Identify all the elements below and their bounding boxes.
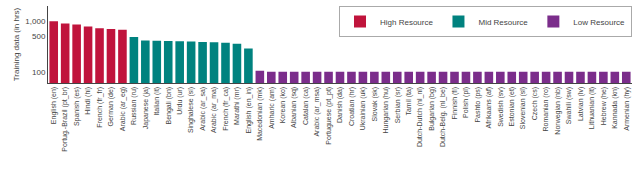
svg-text:German (de): German (de) [107,87,115,127]
svg-text:Low Resource: Low Resource [573,18,625,27]
svg-text:Dutch-Belg. (nl_be): Dutch-Belg. (nl_be) [439,87,447,147]
svg-text:Hebrew (he): Hebrew (he) [600,87,608,126]
svg-text:Arabic (ar_sa): Arabic (ar_sa) [199,87,207,131]
svg-text:Portug.-Brazil (pt_br): Portug.-Brazil (pt_br) [61,87,69,152]
svg-text:Marathi (mr): Marathi (mr) [233,87,241,125]
svg-text:Lithuanian (lt): Lithuanian (lt) [588,87,596,129]
svg-text:Kannada (kn): Kannada (kn) [611,87,619,129]
svg-text:Hungarian (hu): Hungarian (hu) [382,87,390,134]
svg-text:High Resource: High Resource [380,18,433,27]
svg-text:Polish (pl): Polish (pl) [462,87,470,118]
svg-text:French (fr_ca): French (fr_ca) [222,87,230,131]
svg-text:Latvian (lv): Latvian (lv) [577,87,585,121]
svg-text:Dutch-Dutch (nl_nl): Dutch-Dutch (nl_nl) [416,87,424,147]
svg-text:Swahili (sw): Swahili (sw) [565,87,573,124]
svg-text:1,000: 1,000 [25,17,46,26]
svg-text:English (en_in): English (en_in) [245,87,253,134]
svg-text:Danish (da): Danish (da) [336,87,344,123]
svg-text:Bulgarian (bg): Bulgarian (bg) [428,87,436,131]
svg-text:Japanese (ja): Japanese (ja) [142,87,150,129]
svg-text:Bengali (bn): Bengali (bn) [165,87,173,125]
svg-text:Arabic (ar_ma): Arabic (ar_ma) [210,87,218,133]
svg-text:Finnish (fi): Finnish (fi) [451,87,459,120]
svg-text:Tamil (ta): Tamil (ta) [405,87,413,116]
svg-text:Norwegian (nb): Norwegian (nb) [554,87,562,135]
svg-text:Arabic (ar_msa): Arabic (ar_msa) [313,87,321,137]
svg-text:Croatian (hr): Croatian (hr) [348,87,356,126]
svg-text:Korean (ko): Korean (ko) [279,87,287,124]
svg-text:500: 500 [32,32,46,41]
svg-text:100: 100 [32,68,46,77]
svg-text:Ukrainian (uk): Ukrainian (uk) [359,87,367,131]
svg-text:Serbian (sr): Serbian (sr) [394,87,402,124]
svg-text:Pashto (ps): Pashto (ps) [474,87,482,123]
svg-text:Urdu (ur): Urdu (ur) [176,87,184,115]
svg-text:Armenian (hy): Armenian (hy) [623,87,631,131]
svg-text:Russian (ru): Russian (ru) [130,87,138,125]
svg-text:Hindi (hi): Hindi (hi) [84,87,92,115]
svg-text:Slovak (sk): Slovak (sk) [371,87,379,122]
svg-text:Training data (in hrs): Training data (in hrs) [12,7,21,81]
svg-text:Estonian (et): Estonian (et) [508,87,516,127]
svg-text:Afrikaans (af): Afrikaans (af) [485,87,493,129]
svg-text:Catalan (ca): Catalan (ca) [302,87,310,125]
svg-text:Slovenian (sl): Slovenian (sl) [519,87,527,129]
svg-text:Amharic (am): Amharic (am) [268,87,276,129]
svg-text:Italian (it): Italian (it) [153,87,161,116]
svg-text:Arabic (ar_eg): Arabic (ar_eg) [119,87,127,131]
svg-text:Romanian (ro): Romanian (ro) [542,87,550,132]
svg-text:Czech (cs): Czech (cs) [531,87,539,120]
svg-text:Singhalese (si): Singhalese (si) [187,87,195,133]
svg-text:Macedonian (mk): Macedonian (mk) [256,87,264,141]
svg-text:Spanish (es): Spanish (es) [73,87,81,126]
svg-text:Mid Resource: Mid Resource [478,18,528,27]
svg-text:Albanian (sq): Albanian (sq) [290,87,298,128]
svg-text:Swedish (sv): Swedish (sv) [497,87,505,127]
svg-text:Portuguese (pt_pt): Portuguese (pt_pt) [325,87,333,145]
svg-text:English (en): English (en) [50,87,58,124]
svg-text:French (fr_fr): French (fr_fr) [96,87,104,128]
